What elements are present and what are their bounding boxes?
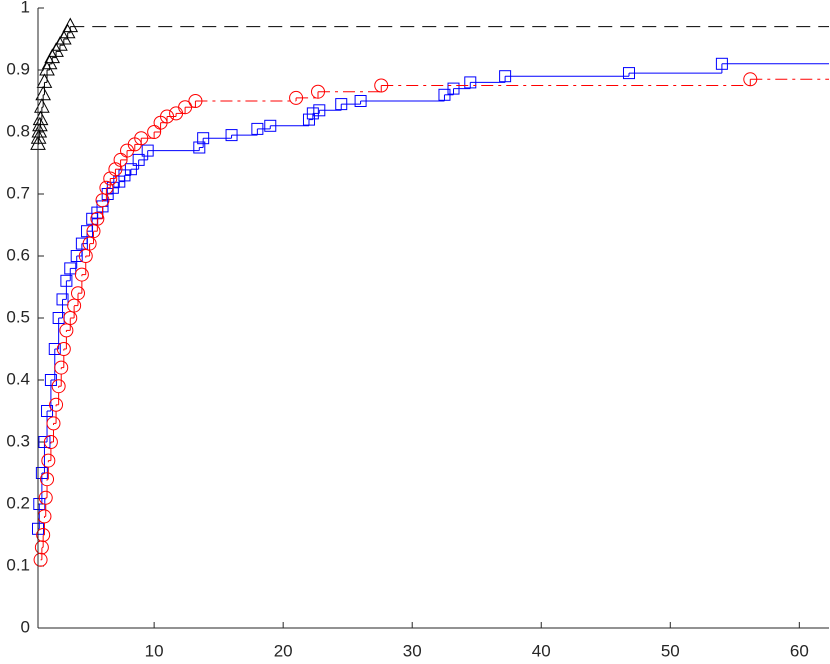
y-tick-label: 0.9: [6, 59, 30, 78]
marker: [374, 78, 389, 93]
y-tick-label: 0.1: [6, 555, 30, 574]
marker: [49, 397, 64, 412]
marker: [147, 125, 162, 139]
marker: [59, 323, 74, 338]
marker: [132, 153, 145, 166]
marker: [82, 236, 97, 251]
y-tick-label: 0.2: [6, 493, 30, 512]
marker: [70, 250, 83, 262]
marker: [464, 76, 477, 89]
marker: [113, 152, 128, 167]
marker: [134, 131, 149, 146]
marker: [56, 293, 69, 306]
marker: [38, 436, 51, 448]
y-tick-label: 0.5: [6, 307, 30, 326]
marker: [225, 129, 238, 142]
marker: [103, 171, 118, 186]
y-tick-label: 0.7: [6, 183, 30, 202]
marker: [108, 162, 123, 177]
marker: [51, 379, 66, 394]
marker: [36, 528, 51, 542]
marker: [306, 107, 319, 120]
marker: [95, 193, 110, 208]
marker: [71, 286, 86, 301]
x-tick-label: 20: [274, 641, 293, 660]
marker: [264, 119, 277, 132]
marker: [499, 70, 512, 83]
marker: [62, 17, 79, 33]
marker: [78, 249, 93, 263]
marker: [622, 67, 635, 80]
marker: [743, 72, 758, 87]
y-tick-label: 1: [21, 0, 30, 16]
marker: [54, 360, 69, 375]
marker: [74, 267, 89, 282]
marker: [32, 110, 49, 126]
marker: [41, 405, 54, 417]
marker: [715, 57, 728, 70]
marker: [178, 100, 193, 115]
marker: [302, 113, 315, 126]
y-tick-label: 0: [21, 617, 30, 636]
marker: [36, 73, 53, 88]
x-tick-label: 10: [145, 641, 164, 660]
marker: [99, 180, 114, 195]
marker: [35, 85, 51, 101]
marker: [38, 490, 53, 505]
marker: [197, 132, 210, 145]
marker: [160, 109, 175, 124]
x-tick-label: 40: [532, 641, 551, 660]
marker: [46, 416, 61, 431]
marker: [447, 82, 460, 95]
marker: [75, 237, 88, 250]
marker: [86, 224, 101, 239]
marker: [63, 311, 78, 325]
marker: [289, 90, 304, 105]
marker: [141, 144, 154, 157]
marker: [40, 472, 55, 487]
marker: [56, 342, 71, 356]
marker: [60, 274, 73, 287]
marker: [438, 88, 451, 101]
y-tick-label: 0.6: [6, 245, 30, 264]
marker: [311, 84, 326, 99]
x-tick-label: 60: [790, 641, 809, 660]
x-tick-label: 30: [403, 641, 422, 660]
marker: [335, 98, 348, 111]
y-tick-label: 0.8: [6, 121, 30, 140]
marker: [251, 122, 264, 135]
marker: [118, 169, 131, 182]
y-tick-label: 0.3: [6, 431, 30, 450]
marker: [90, 211, 105, 226]
marker: [41, 453, 56, 468]
marker: [43, 435, 58, 449]
marker: [354, 95, 367, 107]
marker: [193, 141, 206, 154]
marker: [67, 298, 82, 313]
marker: [81, 225, 94, 238]
marker: [48, 343, 61, 355]
x-tick-label: 50: [661, 641, 680, 660]
marker: [188, 94, 203, 108]
marker: [64, 262, 77, 275]
marker: [124, 163, 137, 176]
y-tick-label: 0.4: [6, 369, 30, 388]
marker: [313, 104, 326, 117]
